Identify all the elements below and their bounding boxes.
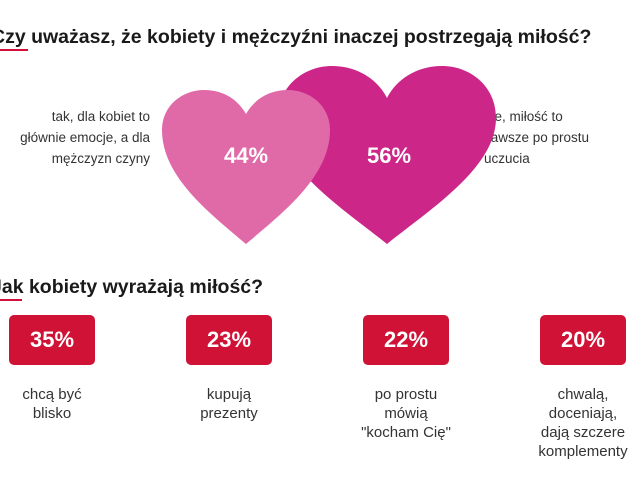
stat-badge-value: 22%	[363, 315, 449, 365]
stat-label: chcą być blisko	[22, 386, 82, 422]
stat-label: kupują prezenty	[200, 386, 258, 422]
stat-badge-value: 20%	[540, 315, 626, 365]
heart-no	[278, 66, 496, 244]
title-underline	[0, 49, 28, 51]
question-1-title: Czy uważasz, że kobiety i mężczyźni inac…	[0, 26, 592, 48]
answer-label-yes: tak, dla kobiet to głównie emocje, a dla…	[20, 109, 150, 166]
heart-yes-value: 44%	[224, 143, 268, 168]
hearts-chart: 44% 56%	[162, 66, 496, 244]
heart-yes	[162, 90, 330, 244]
question-2-title: Jak kobiety wyrażają miłość?	[0, 276, 264, 298]
stat-badge-value: 23%	[186, 315, 272, 365]
stat-label: chwalą, doceniają, dają szczere kompleme…	[538, 386, 628, 460]
stat-badge-value: 35%	[9, 315, 95, 365]
stat-label: po prostu mówią "kocham Cię"	[361, 386, 451, 441]
title-underline-2	[0, 299, 22, 301]
heart-no-value: 56%	[367, 143, 411, 168]
